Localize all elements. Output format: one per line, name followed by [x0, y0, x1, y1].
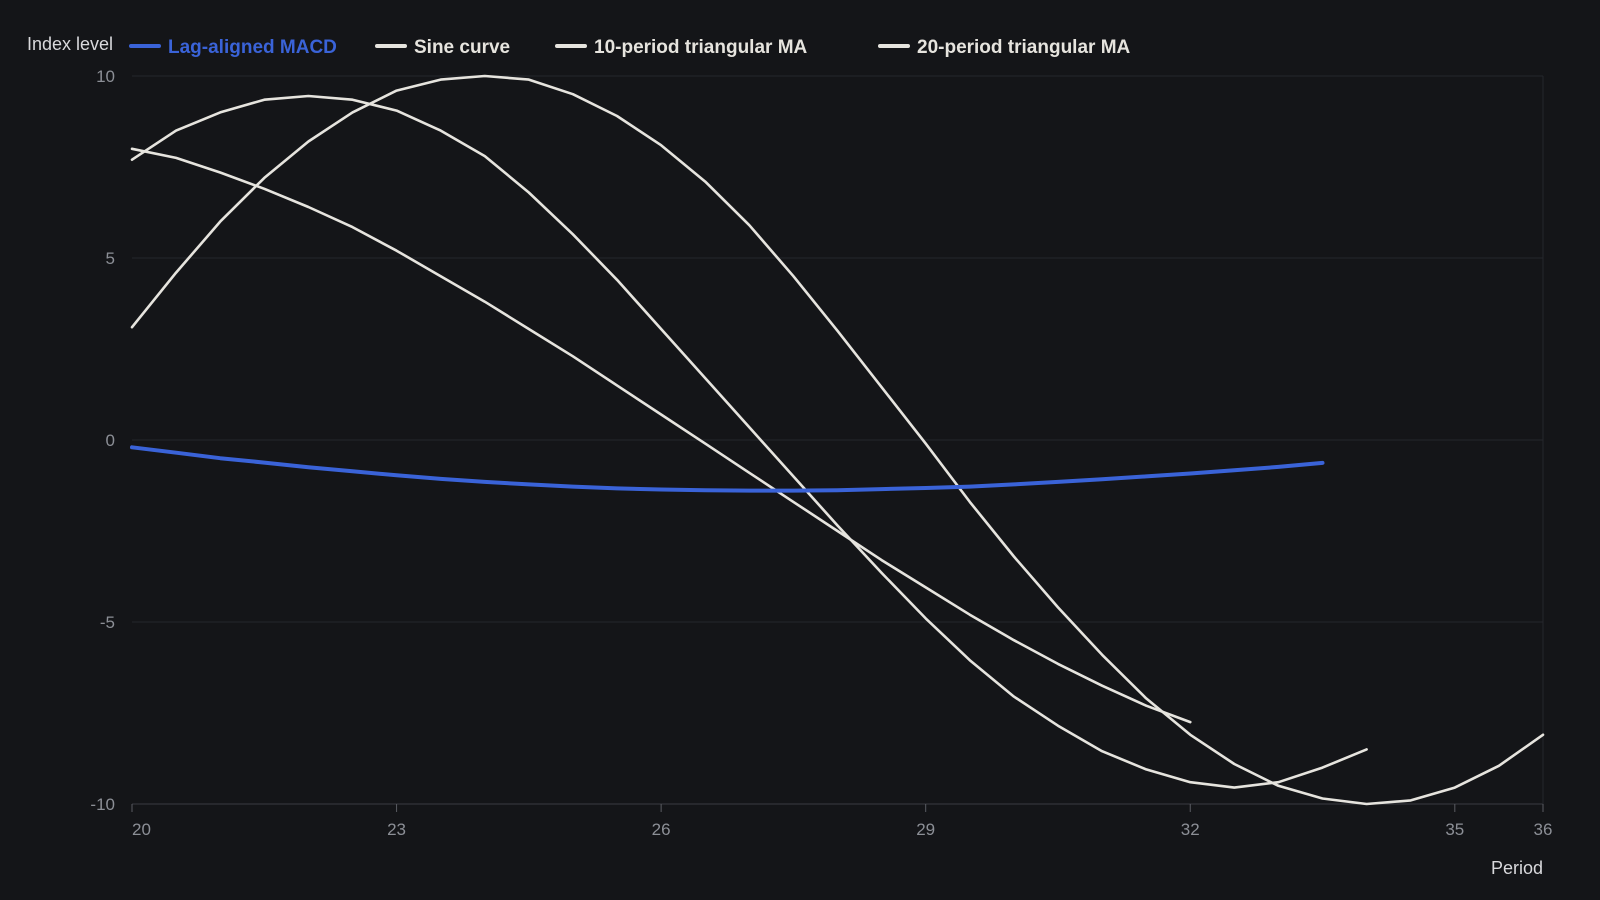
x-tick-label: 36 [1534, 820, 1553, 839]
x-axis: 20 23 26 29 32 35 36 [131, 804, 1553, 839]
x-tick-label: 32 [1181, 820, 1200, 839]
series-line-0 [130, 445, 1325, 493]
series-line-2 [130, 94, 1368, 789]
x-tick-label: 26 [652, 820, 671, 839]
series-line-1 [130, 74, 1545, 806]
x-tick-label: 23 [387, 820, 406, 839]
y-axis-title: Index level [27, 34, 113, 54]
legend-label: 10-period triangular MA [594, 37, 808, 58]
series-line-3 [130, 147, 1192, 724]
legend-label: 20-period triangular MA [917, 37, 1131, 58]
y-axis: 10 5 0 -5 -10 [90, 67, 115, 814]
grid [132, 75, 1544, 805]
x-tick-label: 35 [1445, 820, 1464, 839]
legend-label: Sine curve [414, 37, 510, 58]
legend: Lag-aligned MACD Sine curve 10-period tria… [129, 37, 1131, 58]
x-tick-label: 20 [132, 820, 151, 839]
x-axis-title: Period [1491, 858, 1543, 878]
y-tick-label: -10 [90, 795, 115, 814]
y-tick-label: 5 [106, 249, 115, 268]
y-tick-label: 10 [96, 67, 115, 86]
legend-label: Lag-aligned MACD [168, 37, 337, 58]
series-lines [130, 74, 1545, 806]
x-tick-label: 29 [916, 820, 935, 839]
y-tick-label: 0 [106, 431, 115, 450]
y-tick-label: -5 [100, 613, 115, 632]
